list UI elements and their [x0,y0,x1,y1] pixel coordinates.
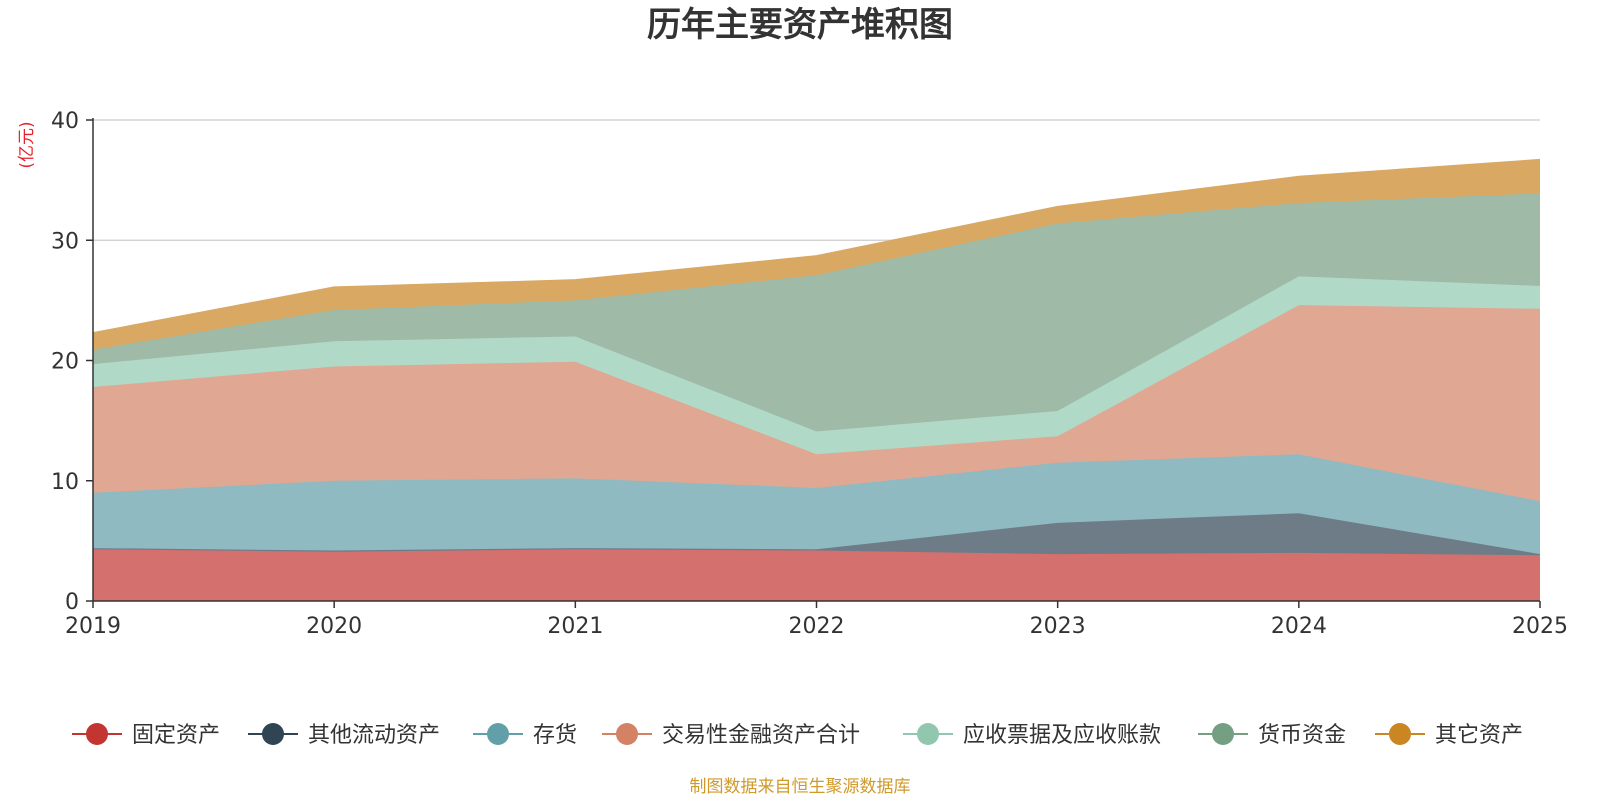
area-series-7 [93,159,1540,350]
legend-marker [1389,723,1411,745]
legend-item-7[interactable]: 其它资产 [1375,723,1523,748]
source-note: 制图数据来自恒生聚源数据库 [690,777,911,797]
area-series-2 [93,513,1540,556]
axes: 0 10 20 30 40 2019 2020 2021 2022 2023 2024 2025 [51,109,1568,639]
x-tick-label: 2025 [1512,614,1568,639]
legend-label: 其它资产 [1435,723,1523,748]
legend-item-5[interactable]: 应收票据及应收账款 [903,723,1161,748]
legend-item-6[interactable]: 货币资金 [1198,723,1346,748]
legend-marker [86,723,108,745]
x-tick-label: 2024 [1271,614,1327,639]
y-tick-label: 20 [51,350,79,375]
area-series-3 [93,454,1540,555]
legend-marker [262,723,284,745]
y-tick-label: 40 [51,109,79,134]
legend-item-4[interactable]: 交易性金融资产合计 [602,723,860,748]
area-series-1 [93,549,1540,601]
chart-title: 历年主要资产堆积图 [647,5,953,45]
legend-marker [616,723,638,745]
x-tick-label: 2021 [547,614,603,639]
legend-item-2[interactable]: 其他流动资产 [248,723,440,748]
x-tick-label: 2019 [65,614,121,639]
legend[interactable]: 固定资产 其他流动资产 存货 交易性金融资产合计 应收票据及应收账款 货币资金 其它资产 [72,723,1523,748]
area-series-edge-7 [92,158,1541,334]
series-areas [92,158,1541,601]
legend-label: 存货 [533,723,577,748]
legend-marker [487,723,509,745]
legend-label: 交易性金融资产合计 [662,723,860,748]
legend-label: 其他流动资产 [308,723,440,748]
legend-marker [1212,723,1234,745]
x-tick-label: 2023 [1030,614,1086,639]
legend-marker [917,723,939,745]
area-series-4 [93,305,1540,502]
legend-label: 货币资金 [1258,723,1346,748]
legend-label: 固定资产 [132,723,220,748]
y-tick-label: 10 [51,470,79,495]
x-tick-label: 2022 [789,614,845,639]
y-tick-label: 30 [51,229,79,254]
y-tick-label: 0 [65,590,79,615]
area-series-5 [93,276,1540,455]
legend-label: 应收票据及应收账款 [963,723,1161,748]
area-series-6 [93,193,1540,432]
y-axis-unit-label: (亿元) [17,121,37,168]
legend-item-3[interactable]: 存货 [473,723,577,748]
x-tick-label: 2020 [306,614,362,639]
legend-item-1[interactable]: 固定资产 [72,723,220,748]
